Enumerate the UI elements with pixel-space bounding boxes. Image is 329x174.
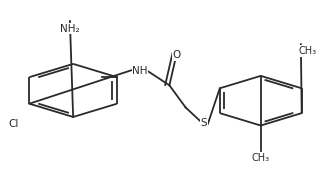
Text: NH: NH (132, 66, 148, 76)
Text: NH₂: NH₂ (60, 24, 80, 34)
Text: S: S (200, 118, 207, 128)
Text: Cl: Cl (9, 119, 19, 129)
Text: CH₃: CH₃ (298, 46, 316, 56)
Text: CH₃: CH₃ (252, 153, 270, 163)
Text: O: O (173, 50, 181, 60)
